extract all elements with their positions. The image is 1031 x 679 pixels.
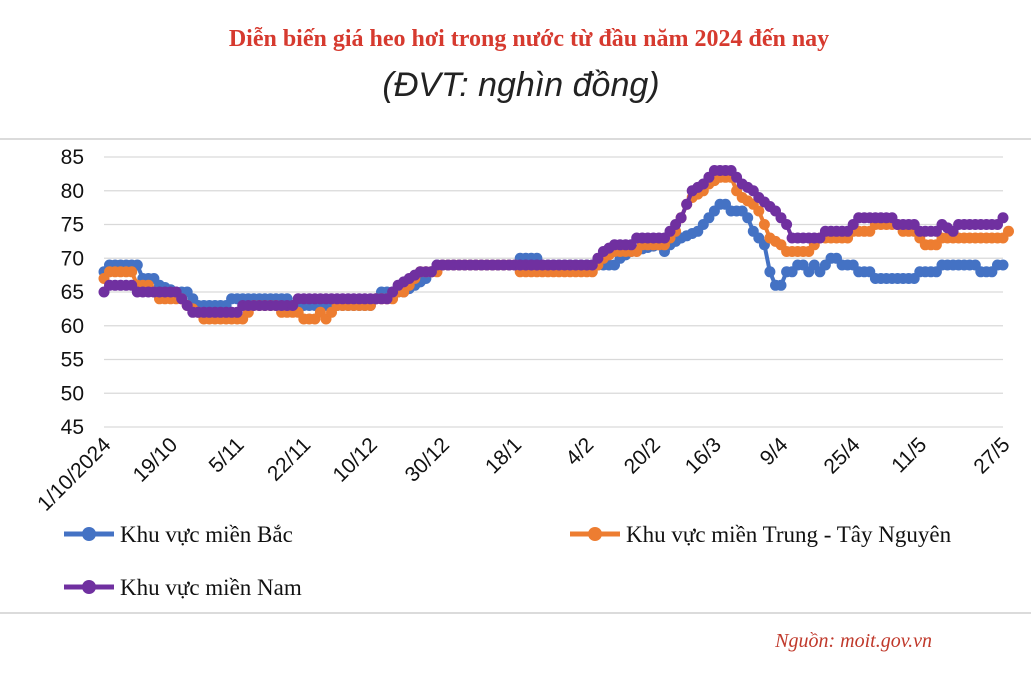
data-point [1003,225,1014,237]
data-point [675,212,687,224]
legend-marker [82,527,96,541]
series-line [102,168,1005,315]
x-tick-label: 27/5 [969,433,1014,478]
y-tick-label: 55 [61,349,84,372]
data-point [126,266,138,278]
legend-marker [588,527,602,541]
x-tick-label: 22/11 [263,433,315,485]
data-point [997,212,1009,224]
legend-marker [82,580,96,594]
legend-item: Khu vực miền Bắc [64,522,293,547]
legend-item: Khu vực miền Nam [64,575,302,600]
x-tick-label: 11/5 [887,433,931,477]
legend: Khu vực miền Bắc Khu vực miền Trung - Tây… [64,522,952,600]
x-tick-label: 19/10 [129,433,182,486]
x-tick-label: 18/1 [481,433,526,478]
data-point [764,266,776,278]
x-tick-label: 10/12 [328,433,381,486]
series-3 [98,165,1009,318]
chart-title: Diễn biến giá heo hơi trong nước từ đầu … [228,26,830,52]
x-tick-label: 4/2 [561,433,598,470]
grid [104,156,1003,428]
y-tick-label: 60 [61,315,84,338]
legend-item: Khu vực miền Trung - Tây Nguyên [570,522,952,547]
chart-subtitle: (ĐVT: nghìn đồng) [382,66,660,104]
data-point [775,279,787,291]
legend-label: Khu vực miền Trung - Tây Nguyên [626,522,952,547]
x-tick-label: 1/10/2024 [33,433,116,516]
x-tick-label: 16/3 [681,433,726,478]
data-point [997,259,1009,271]
data-point [753,205,765,217]
data-point [681,198,693,210]
x-axis: 1/10/2024 19/10 5/11 22/11 10/12 30/12 18/1 4/2… [33,433,1014,516]
x-tick-label: 30/12 [401,433,454,486]
legend-label: Khu vực miền Bắc [120,522,293,547]
y-tick-label: 80 [61,180,84,203]
y-axis: 45 50 55 60 65 70 75 80 85 [61,146,84,439]
y-tick-label: 50 [61,382,84,405]
y-tick-label: 45 [61,416,84,439]
x-tick-label: 9/4 [756,433,793,470]
data-point [742,212,754,224]
source-note: Nguồn: moit.gov.vn [775,630,932,652]
y-tick-label: 70 [61,247,84,270]
x-tick-label: 25/4 [820,433,865,478]
y-tick-label: 65 [61,281,84,304]
y-tick-label: 85 [61,146,84,169]
legend-label: Khu vực miền Nam [120,575,302,600]
series-group [98,165,1014,325]
x-tick-label: 5/11 [205,433,249,477]
y-tick-label: 75 [61,214,84,237]
data-point [758,219,770,230]
data-point [781,219,793,230]
x-tick-label: 20/2 [620,433,665,478]
